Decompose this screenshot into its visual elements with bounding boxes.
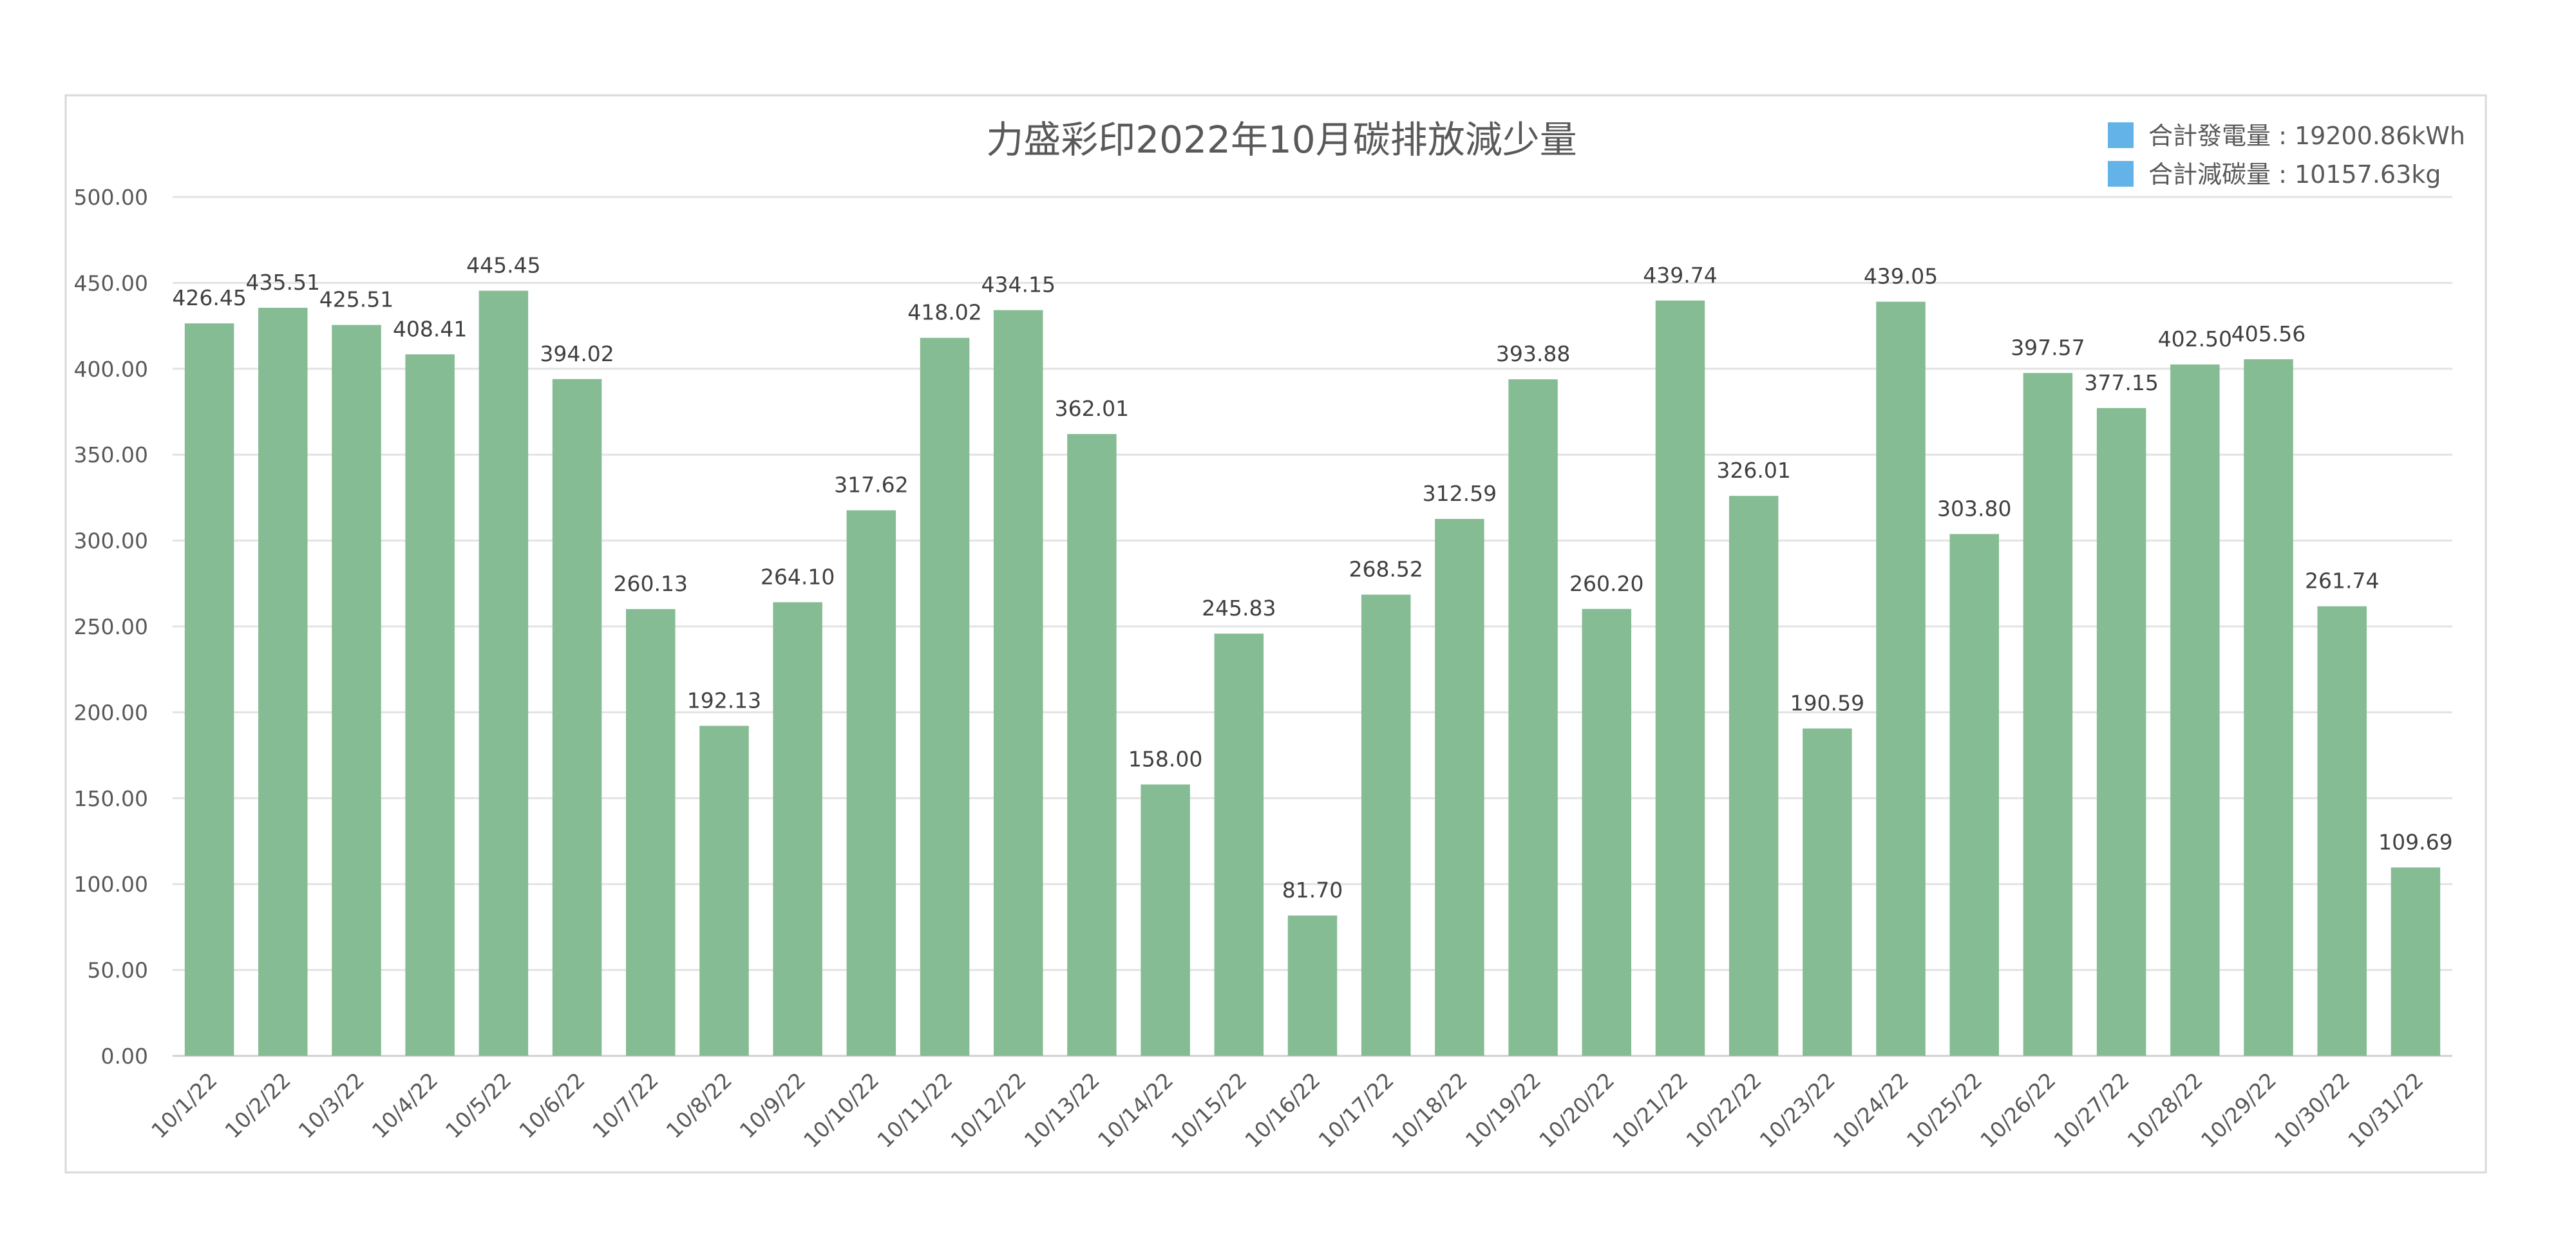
bar [2096, 408, 2146, 1056]
bar [2391, 867, 2441, 1056]
bar [1141, 784, 1190, 1056]
chart-border [64, 94, 2487, 1174]
data-label: 312.59 [1423, 481, 1497, 506]
data-label: 158.00 [1128, 746, 1202, 771]
data-label: 439.05 [1864, 264, 1938, 289]
bar [258, 308, 308, 1056]
bar [699, 726, 749, 1056]
legend-label: 合計減碳量 : 10157.63kg [2148, 160, 2441, 189]
data-label: 268.52 [1349, 557, 1423, 582]
bar [1361, 594, 1411, 1056]
data-label: 326.01 [1716, 458, 1790, 483]
data-label: 408.41 [393, 316, 467, 341]
y-tick-label: 400.00 [74, 357, 148, 382]
bar [1728, 496, 1779, 1056]
data-label: 439.74 [1643, 263, 1717, 288]
bar [2023, 373, 2073, 1057]
bar [2317, 606, 2367, 1056]
bar [920, 337, 970, 1056]
data-label: 81.70 [1282, 878, 1343, 903]
bar [1582, 608, 1632, 1056]
bar [405, 354, 455, 1057]
bar [1508, 379, 1558, 1056]
bar [1803, 728, 1852, 1056]
data-label: 317.62 [834, 473, 908, 498]
y-tick-label: 100.00 [74, 872, 148, 897]
data-label: 402.50 [2158, 326, 2232, 352]
bar [2170, 364, 2220, 1056]
legend: 合計發電量 : 19200.86kWh 合計減碳量 : 10157.63kg [2108, 122, 2465, 189]
bar [1287, 916, 1338, 1056]
y-tick-label: 500.00 [74, 185, 148, 210]
y-tick-label: 250.00 [74, 614, 148, 639]
legend-swatch [2108, 161, 2134, 187]
y-tick-label: 450.00 [74, 270, 148, 296]
y-tick-label: 350.00 [74, 442, 148, 467]
bar [2244, 359, 2293, 1056]
data-label: 192.13 [687, 688, 761, 713]
data-label: 418.02 [907, 300, 981, 325]
data-label: 434.15 [981, 272, 1055, 297]
data-label: 109.69 [2378, 829, 2452, 854]
bar [1214, 634, 1264, 1056]
legend-label: 合計發電量 : 19200.86kWh [2148, 122, 2465, 150]
y-tick-label: 150.00 [74, 786, 148, 811]
data-label: 260.20 [1569, 571, 1643, 596]
data-label: 397.57 [2011, 335, 2085, 360]
bar [773, 602, 822, 1056]
data-label: 405.56 [2231, 321, 2306, 346]
bar [1876, 301, 1926, 1056]
data-label: 245.83 [1202, 596, 1276, 621]
data-label: 426.45 [172, 285, 246, 310]
y-axis: 0.00 50.00 100.00 150.00 200.00 250.00 300.00 3… [74, 185, 148, 1069]
y-tick-label: 200.00 [74, 700, 148, 725]
data-label: 362.01 [1055, 396, 1129, 421]
bar [1435, 519, 1484, 1056]
data-label: 377.15 [2084, 370, 2158, 395]
chart-title: 力盛彩印2022年10月碳排放減少量 [986, 118, 1577, 162]
bar [846, 510, 896, 1056]
y-tick-label: 300.00 [74, 529, 148, 554]
bar [1655, 300, 1705, 1056]
bar [332, 324, 381, 1057]
data-label: 445.45 [466, 253, 540, 278]
bars [184, 290, 2441, 1057]
legend-swatch [2108, 122, 2134, 148]
data-label: 261.74 [2305, 568, 2379, 594]
bar [1949, 534, 1999, 1056]
data-label: 303.80 [1937, 496, 2011, 521]
bar [478, 290, 529, 1056]
data-label: 190.59 [1790, 691, 1864, 716]
bar [1067, 434, 1117, 1056]
bar [184, 323, 234, 1056]
data-label: 394.02 [540, 341, 614, 366]
y-tick-label: 50.00 [88, 958, 148, 983]
data-label: 425.51 [319, 287, 393, 312]
data-label: 435.51 [246, 270, 320, 295]
bar [993, 310, 1043, 1057]
bar [552, 379, 602, 1056]
data-label: 393.88 [1496, 341, 1570, 366]
data-label: 260.13 [614, 571, 688, 596]
data-label: 264.10 [761, 564, 835, 589]
bar [626, 608, 676, 1056]
y-tick-label: 0.00 [101, 1044, 148, 1069]
